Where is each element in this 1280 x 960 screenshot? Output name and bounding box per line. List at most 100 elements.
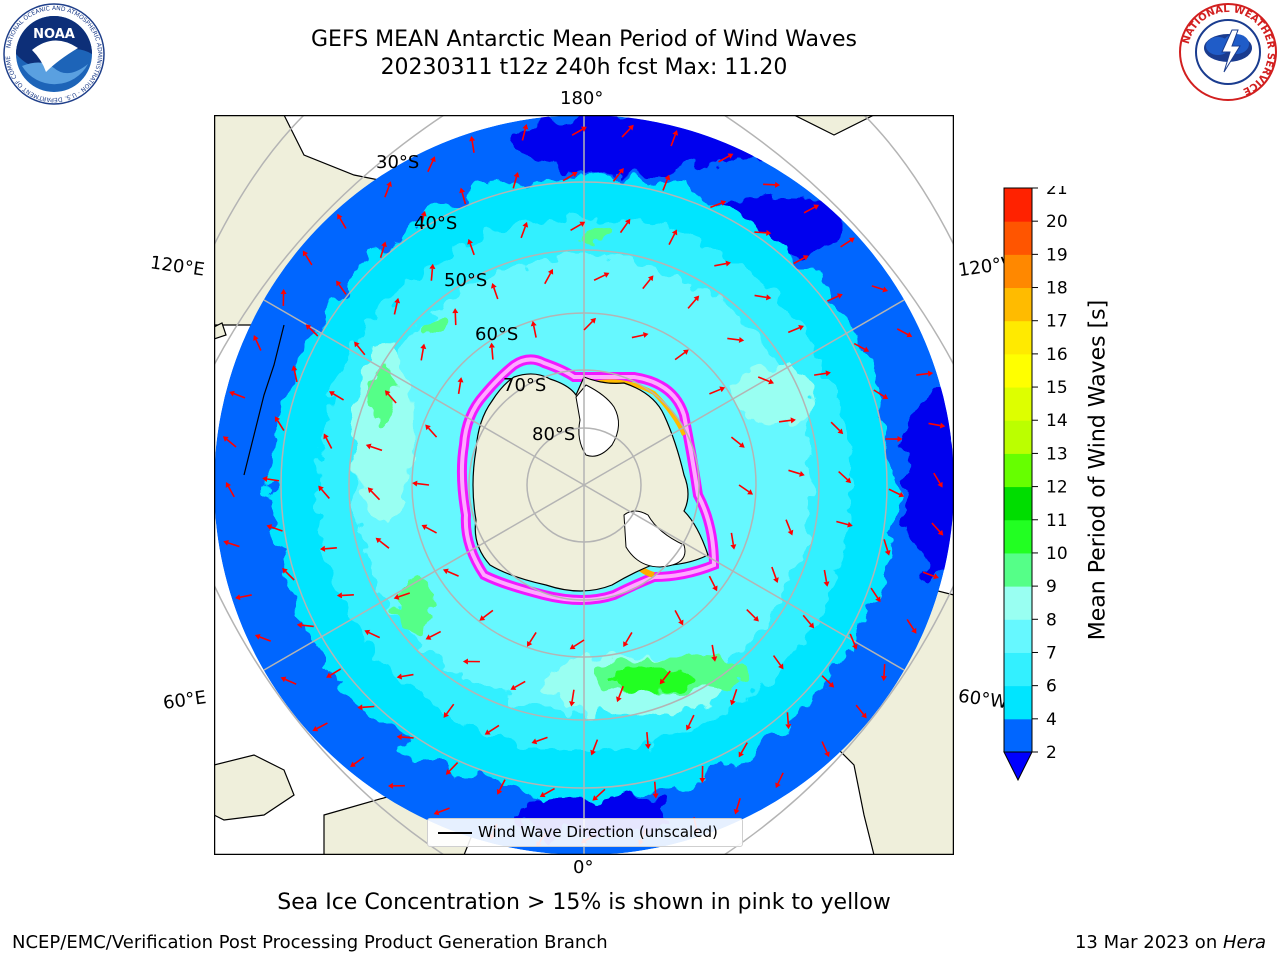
colorbar-band xyxy=(1004,552,1032,587)
wave-direction-arrow xyxy=(305,324,319,337)
wave-direction-arrow xyxy=(710,200,727,209)
wave-direction-arrow xyxy=(425,424,438,438)
wave-direction-arrow xyxy=(282,568,295,581)
wave-direction-arrow xyxy=(668,229,678,245)
wave-direction-arrow xyxy=(280,288,287,306)
wave-direction-arrow xyxy=(813,370,831,377)
colorbar-band xyxy=(1004,420,1032,454)
wave-direction-arrow xyxy=(510,680,526,690)
wave-direction-arrow xyxy=(396,734,414,741)
wind-wave-arrows xyxy=(222,123,946,847)
wave-direction-arrow xyxy=(280,676,297,685)
wave-direction-arrow xyxy=(544,268,554,285)
wave-direction-arrow xyxy=(375,537,390,549)
lat-label-70s: 70°S xyxy=(503,375,547,396)
wave-direction-arrow xyxy=(888,488,905,498)
wave-direction-arrow xyxy=(619,218,631,234)
colorbar-title: Mean Period of Wind Waves [s] xyxy=(1085,299,1111,641)
wave-direction-arrow xyxy=(785,519,794,536)
wave-direction-arrow xyxy=(364,629,381,639)
wave-direction-arrow xyxy=(711,644,718,662)
wave-direction-arrow xyxy=(266,524,283,532)
chart-title: GEFS MEAN Antarctic Mean Period of Wind … xyxy=(311,27,857,52)
wave-direction-arrow xyxy=(318,485,330,499)
wave-direction-arrow xyxy=(222,436,237,448)
colorbar-tick-label: 7 xyxy=(1046,643,1057,663)
wave-period-field xyxy=(214,115,954,855)
wave-direction-arrow xyxy=(873,389,889,400)
wave-direction-arrow xyxy=(365,443,383,452)
wave-direction-arrow xyxy=(922,571,939,580)
wave-direction-arrow xyxy=(821,741,830,758)
wave-direction-arrow xyxy=(830,421,844,435)
wave-direction-arrow xyxy=(763,181,781,188)
wave-direction-arrow xyxy=(442,568,459,577)
colorbar-tick-label: 18 xyxy=(1046,279,1068,299)
wave-direction-arrow xyxy=(488,342,495,360)
wave-direction-arrow xyxy=(746,609,759,622)
wave-direction-arrow xyxy=(412,480,430,487)
wave-direction-arrow xyxy=(840,237,855,248)
ice-sheet-west xyxy=(623,510,686,568)
wave-direction-arrow xyxy=(708,575,718,592)
wave-direction-arrow xyxy=(933,472,943,488)
footer-host: Hera xyxy=(1222,932,1266,953)
wave-direction-arrow xyxy=(709,386,726,395)
wave-direction-arrow xyxy=(457,377,464,395)
wave-direction-arrow xyxy=(296,622,314,629)
colorbar-band xyxy=(1004,453,1032,488)
wave-direction-arrow xyxy=(569,689,575,707)
wave-direction-arrow xyxy=(387,782,405,789)
wave-direction-arrow xyxy=(354,341,366,356)
wave-direction-arrow xyxy=(570,221,586,232)
wave-direction-arrow xyxy=(621,124,634,138)
colorbar-band xyxy=(1004,486,1032,521)
colorbar: 2 4 6 7 8 9 10 11 12 13 14 15 16 17 18 19 20 21 xyxy=(1003,186,1068,782)
wave-direction-arrow xyxy=(336,592,354,599)
wave-direction-arrow xyxy=(838,470,852,484)
wave-direction-arrow xyxy=(350,756,365,767)
colorbar-tick-label: 19 xyxy=(1046,245,1068,265)
wave-direction-arrow xyxy=(229,390,246,399)
wave-direction-arrow xyxy=(337,213,347,229)
colorbar-tick-label: 20 xyxy=(1046,212,1068,232)
wave-direction-arrow xyxy=(821,675,835,688)
wave-direction-arrow xyxy=(445,762,459,775)
colorbar-tick-label: 4 xyxy=(1046,710,1057,730)
wave-direction-arrow xyxy=(326,668,342,678)
wave-direction-arrow xyxy=(729,689,738,706)
wave-direction-arrow xyxy=(429,263,436,281)
wave-direction-arrow xyxy=(631,332,649,339)
wave-direction-arrow xyxy=(479,609,494,621)
wave-direction-arrow xyxy=(527,631,537,647)
wave-direction-arrow xyxy=(336,280,347,295)
colorbar-tick-label: 6 xyxy=(1046,677,1057,697)
lat-label-40s: 40°S xyxy=(414,213,458,234)
colorbar-band xyxy=(1004,685,1032,720)
wave-direction-arrow xyxy=(521,123,529,141)
colorbar-band xyxy=(1004,387,1032,421)
wave-direction-arrow xyxy=(853,342,870,352)
colorbar-tick-label: 12 xyxy=(1046,478,1068,498)
wave-direction-arrow xyxy=(718,153,734,163)
wave-direction-arrow xyxy=(906,619,917,634)
colorbar-tick-label: 10 xyxy=(1046,544,1068,564)
colorbar-band xyxy=(1004,586,1032,620)
wave-direction-arrow xyxy=(738,742,748,758)
polar-map xyxy=(214,115,954,855)
lon-label-0: 0° xyxy=(573,857,594,878)
footer-date: 13 Mar 2023 on Hera xyxy=(1075,932,1266,953)
colorbar-band xyxy=(1004,188,1032,222)
wave-direction-arrow xyxy=(642,275,654,290)
colorbar-tick-label: 8 xyxy=(1046,610,1057,630)
colorbar-band xyxy=(1004,619,1032,653)
wave-direction-arrow xyxy=(826,293,843,302)
wave-direction-arrow xyxy=(302,250,313,266)
wave-direction-arrow xyxy=(823,569,830,587)
wave-direction-arrow xyxy=(379,241,387,258)
wave-direction-arrow xyxy=(730,436,745,448)
wave-direction-arrow xyxy=(778,417,796,424)
wave-direction-arrow xyxy=(662,174,671,191)
footer-org: NCEP/EMC/Verification Post Processing Pr… xyxy=(12,932,608,953)
wave-direction-arrow xyxy=(319,545,337,552)
